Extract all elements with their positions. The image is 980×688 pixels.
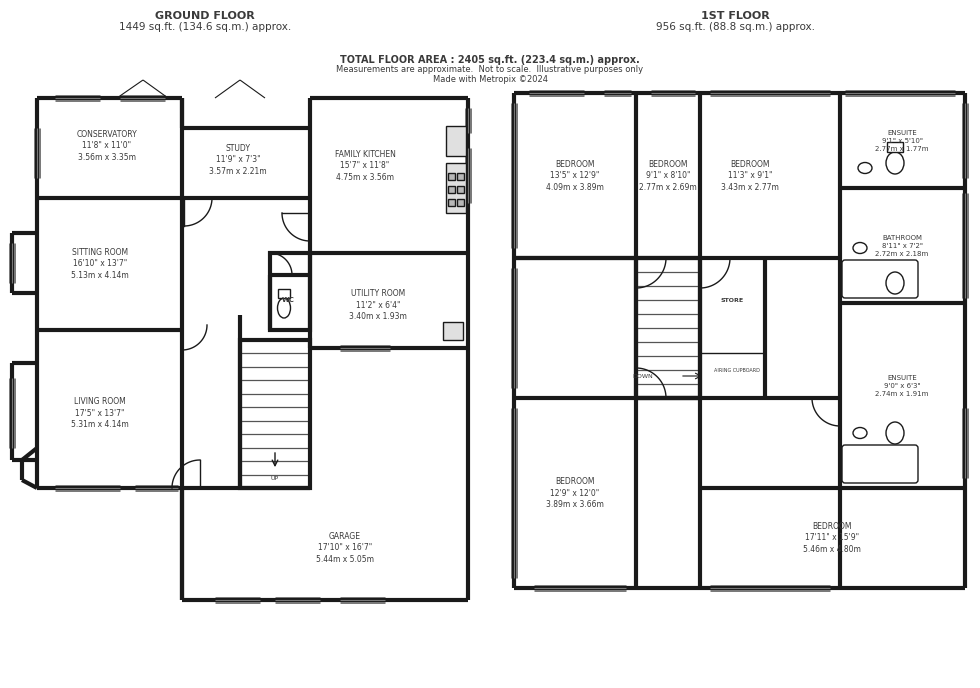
Bar (448, 199, 455, 206)
Text: STORE: STORE (720, 299, 744, 303)
Text: BEDROOM
13'5" x 12'9"
4.09m x 3.89m: BEDROOM 13'5" x 12'9" 4.09m x 3.89m (546, 160, 604, 193)
Text: BEDROOM
17'11" x 15'9"
5.46m x 4.80m: BEDROOM 17'11" x 15'9" 5.46m x 4.80m (803, 522, 861, 555)
Bar (446, 163, 466, 213)
Bar (446, 126, 466, 156)
Bar (887, 142, 903, 152)
Text: 1ST FLOOR: 1ST FLOOR (701, 11, 769, 21)
Text: SITTING ROOM
16'10" x 13'7"
5.13m x 4.14m: SITTING ROOM 16'10" x 13'7" 5.13m x 4.14… (72, 248, 129, 280)
Text: GROUND FLOOR: GROUND FLOOR (155, 11, 255, 21)
Text: ENSUITE
9'1" x 5'10"
2.77m x 1.77m: ENSUITE 9'1" x 5'10" 2.77m x 1.77m (875, 130, 929, 152)
Text: 956 sq.ft. (88.8 sq.m.) approx.: 956 sq.ft. (88.8 sq.m.) approx. (656, 22, 814, 32)
Text: DOWN: DOWN (632, 374, 653, 378)
Text: BEDROOM
12'9" x 12'0"
3.89m x 3.66m: BEDROOM 12'9" x 12'0" 3.89m x 3.66m (546, 477, 604, 509)
Text: WC: WC (281, 297, 294, 303)
Bar (457, 186, 464, 193)
Text: UTILITY ROOM
11'2" x 6'4"
3.40m x 1.93m: UTILITY ROOM 11'2" x 6'4" 3.40m x 1.93m (349, 289, 407, 321)
FancyBboxPatch shape (842, 445, 918, 483)
Text: CONSERVATORY
11'8" x 11'0"
3.56m x 3.35m: CONSERVATORY 11'8" x 11'0" 3.56m x 3.35m (76, 130, 137, 162)
Ellipse shape (886, 422, 904, 444)
FancyBboxPatch shape (842, 260, 918, 298)
Text: LIVING ROOM
17'5" x 13'7"
5.31m x 4.14m: LIVING ROOM 17'5" x 13'7" 5.31m x 4.14m (72, 397, 129, 429)
Text: Made with Metropix ©2024: Made with Metropix ©2024 (432, 74, 548, 83)
Text: ENSUITE
9'0" x 6'3"
2.74m x 1.91m: ENSUITE 9'0" x 6'3" 2.74m x 1.91m (875, 375, 929, 397)
Text: 1449 sq.ft. (134.6 sq.m.) approx.: 1449 sq.ft. (134.6 sq.m.) approx. (119, 22, 291, 32)
Ellipse shape (886, 272, 904, 294)
Ellipse shape (858, 162, 872, 173)
Text: STUDY
11'9" x 7'3"
3.57m x 2.21m: STUDY 11'9" x 7'3" 3.57m x 2.21m (209, 144, 267, 176)
Text: BEDROOM
9'1" x 8'10"
2.77m x 2.69m: BEDROOM 9'1" x 8'10" 2.77m x 2.69m (639, 160, 697, 193)
Bar (240, 340, 310, 488)
Text: BEDROOM
11'3" x 9'1"
3.43m x 2.77m: BEDROOM 11'3" x 9'1" 3.43m x 2.77m (721, 160, 779, 193)
Bar (636, 258, 700, 398)
Text: TOTAL FLOOR AREA : 2405 sq.ft. (223.4 sq.m.) approx.: TOTAL FLOOR AREA : 2405 sq.ft. (223.4 sq… (340, 55, 640, 65)
Text: FAMILY KITCHEN
15'7" x 11'8"
4.75m x 3.56m: FAMILY KITCHEN 15'7" x 11'8" 4.75m x 3.5… (334, 150, 396, 182)
Ellipse shape (853, 427, 867, 438)
Bar (448, 186, 455, 193)
Bar (278, 289, 290, 298)
Text: AIRING CUPBOARD: AIRING CUPBOARD (714, 369, 760, 374)
Bar (457, 199, 464, 206)
Ellipse shape (277, 298, 290, 318)
Bar (443, 322, 463, 340)
Text: BATHROOM
8'11" x 7'2"
2.72m x 2.18m: BATHROOM 8'11" x 7'2" 2.72m x 2.18m (875, 235, 929, 257)
Bar (457, 173, 464, 180)
Text: UP: UP (270, 475, 279, 480)
Text: GARAGE
17'10" x 16'7"
5.44m x 5.05m: GARAGE 17'10" x 16'7" 5.44m x 5.05m (316, 532, 374, 564)
Ellipse shape (853, 242, 867, 253)
Ellipse shape (886, 152, 904, 174)
Bar (270, 253, 310, 330)
Text: Measurements are approximate.  Not to scale.  Illustrative purposes only: Measurements are approximate. Not to sca… (336, 65, 644, 74)
Bar (448, 173, 455, 180)
